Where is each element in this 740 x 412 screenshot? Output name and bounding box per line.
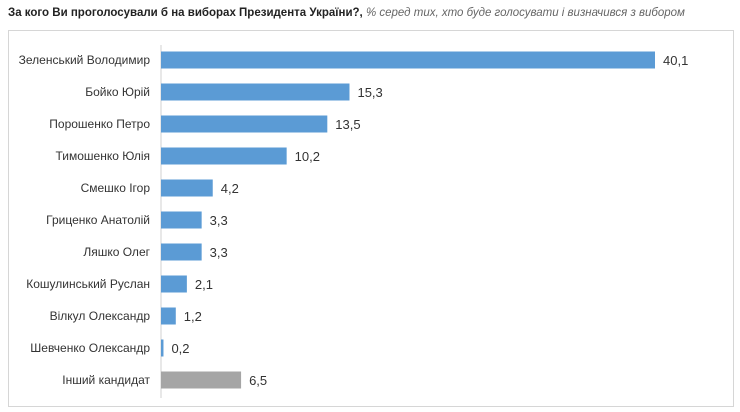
value-label: 10,2 (295, 149, 320, 164)
category-label: Бойко Юрій (85, 85, 150, 99)
value-label: 40,1 (663, 53, 688, 68)
bar (161, 179, 213, 197)
chart-frame (8, 30, 734, 407)
title-question: За кого Ви проголосували б на виборах Пр… (8, 7, 363, 19)
value-label: 15,3 (357, 85, 382, 100)
value-label: 1,2 (184, 309, 202, 324)
value-label: 4,2 (221, 181, 239, 196)
bar (161, 275, 187, 293)
bar (161, 339, 164, 357)
category-label: Зеленський Володимир (19, 53, 151, 67)
chart-title: За кого Ви проголосували б на виборах Пр… (8, 7, 685, 19)
category-label: Гриценко Анатолій (46, 213, 150, 227)
value-label: 0,2 (171, 341, 189, 356)
category-label: Смешко Ігор (81, 181, 151, 195)
category-label: Ляшко Олег (83, 245, 150, 259)
category-label: Шевченко Олександр (30, 341, 150, 355)
category-label: Порошенко Петро (49, 117, 150, 131)
value-label: 13,5 (335, 117, 360, 132)
value-label: 2,1 (195, 277, 213, 292)
bar (161, 83, 350, 101)
bar (161, 307, 176, 325)
bar (161, 115, 328, 133)
category-label: Вілкул Олександр (50, 309, 151, 323)
title-note: % серед тих, хто буде голосувати і визна… (365, 7, 685, 19)
value-label: 3,3 (210, 245, 228, 260)
bar (161, 211, 202, 229)
bar (161, 371, 242, 389)
bar (161, 147, 287, 165)
bar (161, 51, 655, 69)
category-label: Тимошенко Юлія (56, 149, 151, 163)
category-label: Кошулинський Руслан (26, 277, 150, 291)
value-label: 3,3 (210, 213, 228, 228)
bar (161, 243, 202, 261)
value-label: 6,5 (249, 373, 267, 388)
category-label: Інший кандидат (62, 373, 150, 387)
